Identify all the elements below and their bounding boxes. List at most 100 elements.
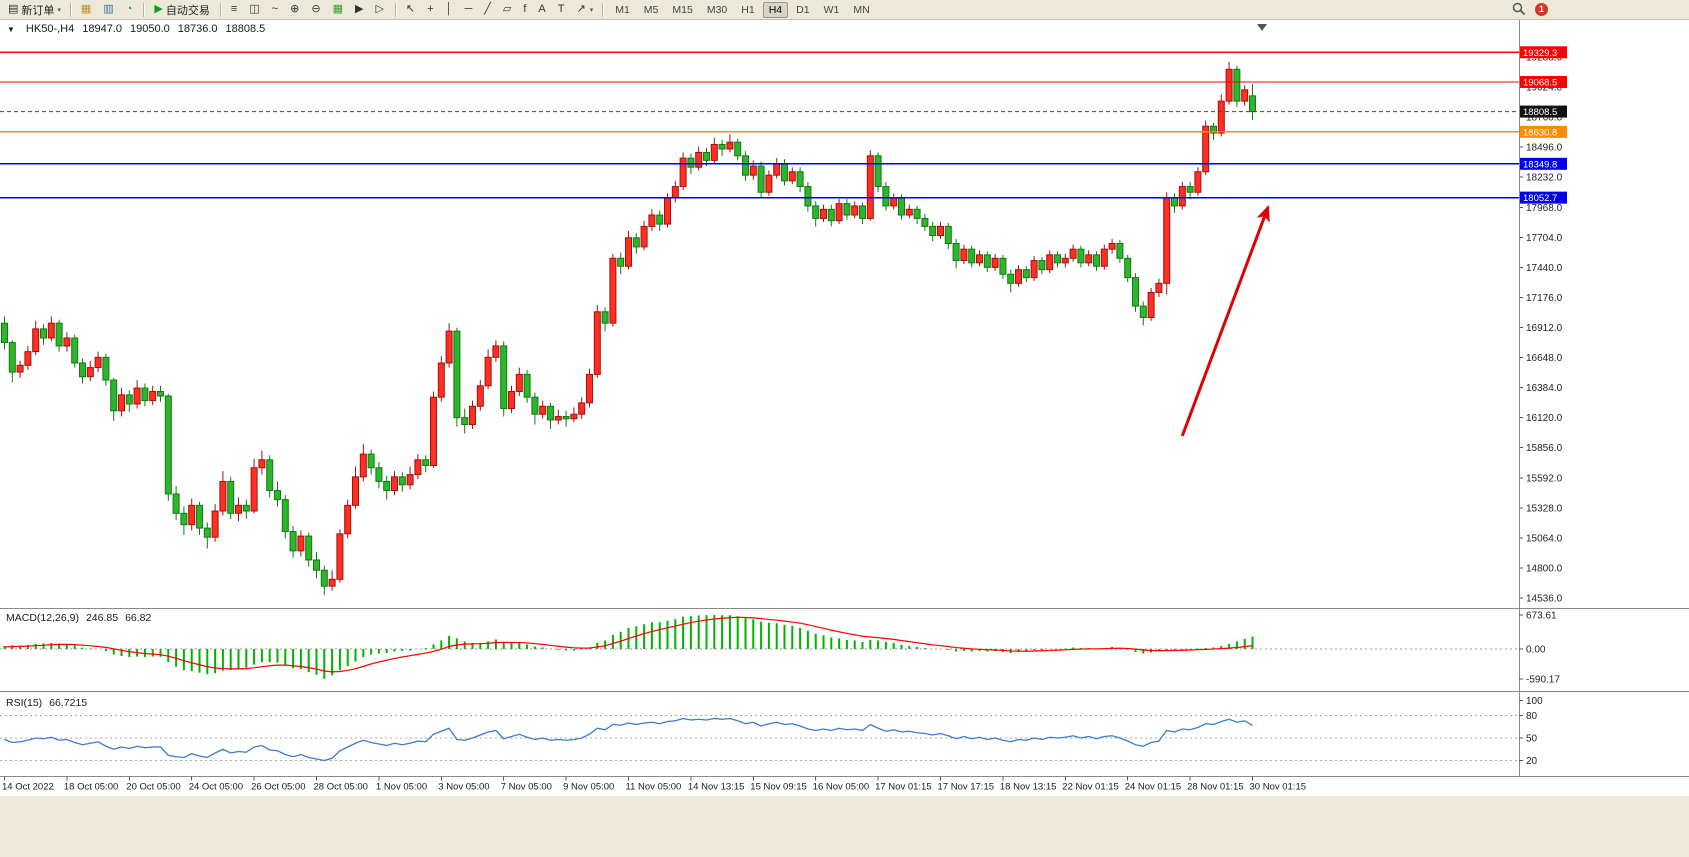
timeframe-mn-button[interactable]: MN [853,3,870,16]
candle [687,157,695,168]
candle [1210,125,1217,134]
candle [406,474,414,486]
toolbar-separator [219,2,222,17]
candle [952,242,960,262]
price-tick-label: 17176.0 [1526,293,1563,304]
candle [180,512,188,526]
candle [1015,269,1022,284]
candle [453,330,461,419]
timeframe-m5-button[interactable]: M5 [643,3,659,16]
search-icon[interactable] [1512,2,1526,16]
macd-axis-label: 0.00 [1526,645,1546,656]
time-tick-label: 14 Nov 13:15 [688,782,745,793]
candle [1139,305,1147,318]
window-bottom-chrome [0,796,1689,857]
price-line-label: 19068.5 [1523,77,1557,88]
timeframe-m15-button[interactable]: M15 [672,3,693,16]
text-button[interactable]: A [534,0,551,19]
toolbar: ▤ 新订单 ▾ ▦ ▥ ◔ ▶ 自动交易 ≡ ◫ ~ ⊕ ⊖ ▦ ▶ ▷ ↖ + │ ─ ╱ ▱ f A T ↗ ▾ M1 M5 M15 M… [0,0,1689,20]
chart-plot[interactable]: 19288.019024.018760.018496.018232.017968… [0,20,1689,796]
timeframe-h4-button[interactable]: H4 [762,1,789,18]
candle [664,197,671,225]
candle [196,504,203,529]
arrows-button[interactable]: ↗ ▾ [572,0,597,19]
zoom-out-button[interactable]: ⊖ [307,0,326,19]
text-label-button[interactable]: T [554,0,571,19]
hline-objects [0,51,1519,199]
candle [16,364,24,373]
candle [422,459,430,466]
candle [367,453,375,469]
data-window-button[interactable]: ◔ [122,0,139,19]
timeframe-h1-button[interactable]: H1 [741,3,755,16]
candle [227,480,235,514]
timeframe-m30-button[interactable]: M30 [706,3,728,16]
candle [710,143,718,161]
autotrading-icon: ▶ [154,3,163,15]
candle [508,390,515,410]
price-tick-label: 17968.0 [1526,203,1563,214]
time-tick-label: 1 Nov 05:00 [376,782,427,793]
tile-windows-button[interactable]: ▦ [329,0,349,19]
candle [648,214,656,227]
auto-scroll-button[interactable]: ▶ [351,0,369,19]
candle [1155,282,1163,293]
candle [609,257,617,324]
fibonacci-button[interactable]: f [519,0,532,19]
profiles-button[interactable]: ▥ [99,0,119,19]
line-chart-button[interactable]: ~ [268,0,284,19]
chart-shift-button[interactable]: ▷ [371,0,389,19]
timeframe-w1-button[interactable]: W1 [823,3,840,16]
trend-arrow-object[interactable] [1180,205,1270,437]
candle [149,390,157,402]
chart-shift-marker-icon [1257,24,1267,31]
candle [1077,248,1085,264]
price-tick-label: 16120.0 [1526,413,1563,424]
candle [523,373,531,398]
candle [1194,171,1202,193]
candle [1085,254,1093,264]
candle [235,504,242,514]
trendline-button[interactable]: ╱ [480,0,497,19]
candle [172,493,180,514]
candle [274,490,281,501]
new-order-button[interactable]: ▤ 新订单 ▾ [4,0,65,19]
candle [773,163,781,176]
horizontal-line-button[interactable]: ─ [460,0,478,19]
candle [851,205,859,216]
equidistant-channel-button[interactable]: ▱ [499,0,517,19]
candle [1217,100,1225,134]
time-tick-label: 15 Nov 09:15 [750,782,807,793]
candle [1022,269,1030,279]
price-tick-label: 15064.0 [1526,533,1563,544]
new-order-label: 新订单 [21,4,55,17]
new-chart-button[interactable]: ▦ [77,0,97,19]
candle [898,197,905,216]
crosshair-button[interactable]: + [423,0,439,19]
bar-chart-button[interactable]: ≡ [227,0,243,19]
time-tick-label: 9 Nov 05:00 [563,782,614,793]
autotrading-button[interactable]: ▶ 自动交易 [150,0,214,19]
candle [1046,254,1054,271]
price-tick-label: 14536.0 [1526,594,1563,605]
candlestick-chart-button[interactable]: ◫ [245,0,265,19]
cursor-button[interactable]: ↖ [402,0,421,19]
timeframe-m1-button[interactable]: M1 [615,3,630,16]
rsi-axis-label: 80 [1526,711,1538,722]
timeframe-d1-button[interactable]: D1 [796,3,810,16]
new-chart-icon: ▦ [80,3,92,15]
new-order-caret-icon: ▾ [57,6,61,14]
time-tick-label: 28 Nov 01:15 [1187,782,1244,793]
candle [118,394,125,412]
candle [749,165,757,176]
candle [703,151,710,161]
arrows-caret-icon: ▾ [589,6,594,14]
candle [40,328,47,339]
candle [531,396,539,415]
new-order-icon: ▤ [8,3,19,15]
zoom-in-button[interactable]: ⊕ [286,0,305,19]
candle [461,417,469,425]
candle [258,459,266,469]
vertical-line-button[interactable]: │ [442,0,459,19]
notification-badge[interactable]: 1 [1535,2,1548,16]
